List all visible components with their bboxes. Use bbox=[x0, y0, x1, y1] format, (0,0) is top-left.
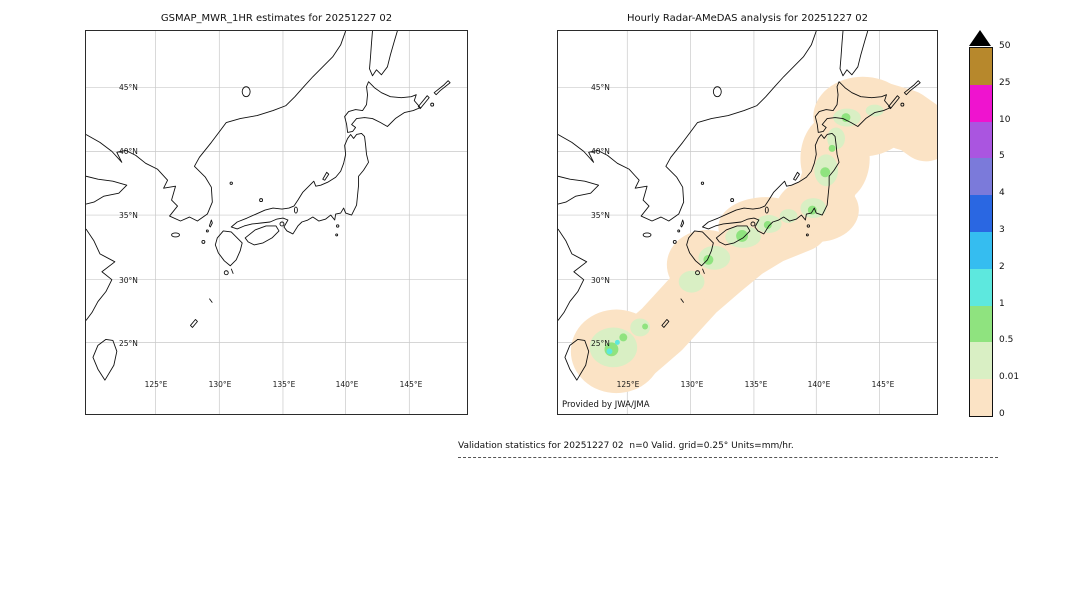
colorbar-tick-label: 1 bbox=[999, 299, 1005, 309]
colorbar-segment bbox=[970, 195, 992, 232]
colorbar-tick-label: 0.5 bbox=[999, 335, 1014, 345]
colorbar-tick-label: 0 bbox=[999, 409, 1005, 419]
colorbar-tick-label: 5 bbox=[999, 151, 1005, 161]
lat-tick-label: 40°N bbox=[119, 147, 138, 156]
gridlines bbox=[86, 31, 467, 414]
colorbar-segment bbox=[970, 84, 992, 122]
coastline bbox=[86, 31, 451, 381]
colorbar-tick-label: 2 bbox=[999, 262, 1005, 272]
colorbar-tick-label: 25 bbox=[999, 78, 1011, 88]
lat-tick-label: 45°N bbox=[591, 83, 610, 92]
colorbar-segment bbox=[970, 121, 992, 159]
lat-tick-label: 30°N bbox=[591, 276, 610, 285]
lat-tick-label: 45°N bbox=[119, 83, 138, 92]
lat-tick-label: 25°N bbox=[119, 339, 138, 348]
right-map-canvas bbox=[558, 31, 937, 414]
lon-tick-label: 140°E bbox=[335, 380, 359, 389]
lon-tick-label: 125°E bbox=[144, 380, 168, 389]
precip-heavy-specks bbox=[606, 339, 620, 355]
colorbar-segment bbox=[970, 158, 992, 196]
precipitation-overlay bbox=[570, 76, 937, 394]
colorbar bbox=[969, 47, 993, 417]
lon-tick-label: 135°E bbox=[272, 380, 296, 389]
lat-tick-label: 40°N bbox=[591, 147, 610, 156]
colorbar-tick-label: 0.01 bbox=[999, 372, 1020, 382]
lon-tick-label: 130°E bbox=[680, 380, 704, 389]
left-map-canvas bbox=[86, 31, 467, 414]
colorbar-tick-label: 50 bbox=[999, 41, 1011, 51]
lon-tick-label: 145°E bbox=[399, 380, 423, 389]
lat-tick-label: 25°N bbox=[591, 339, 610, 348]
colorbar-segment bbox=[970, 342, 992, 380]
colorbar-overflow-triangle-icon bbox=[969, 30, 991, 46]
lon-tick-label: 130°E bbox=[208, 380, 232, 389]
precip-moderate-specks bbox=[604, 113, 851, 357]
lon-tick-label: 135°E bbox=[744, 380, 768, 389]
colorbar-tick-label: 3 bbox=[999, 225, 1005, 235]
validation-caption: Validation statistics for 20251227 02 n=… bbox=[458, 441, 998, 458]
lat-tick-label: 35°N bbox=[591, 211, 610, 220]
lon-tick-label: 145°E bbox=[871, 380, 895, 389]
colorbar-segment bbox=[970, 231, 992, 269]
lon-tick-label: 140°E bbox=[807, 380, 831, 389]
lat-tick-label: 30°N bbox=[119, 276, 138, 285]
colorbar-segment bbox=[970, 305, 992, 343]
data-credit: Provided by JWA/JMA bbox=[562, 400, 650, 410]
lon-tick-label: 125°E bbox=[616, 380, 640, 389]
lat-tick-label: 35°N bbox=[119, 211, 138, 220]
left-map-panel: 45°N 40°N 35°N 30°N 25°N 125°E 130°E 135… bbox=[85, 30, 468, 415]
right-panel-title: Hourly Radar-AMeDAS analysis for 2025122… bbox=[626, 13, 869, 24]
colorbar-tick-label: 4 bbox=[999, 188, 1005, 198]
right-map-panel: 45°N 40°N 35°N 30°N 25°N 125°E 130°E 135… bbox=[557, 30, 938, 415]
colorbar-segment bbox=[970, 268, 992, 306]
colorbar-segment bbox=[970, 379, 992, 416]
left-panel-title: GSMAP_MWR_1HR estimates for 20251227 02 bbox=[160, 13, 393, 24]
colorbar-tick-label: 10 bbox=[999, 115, 1011, 125]
colorbar-segment bbox=[970, 48, 992, 85]
